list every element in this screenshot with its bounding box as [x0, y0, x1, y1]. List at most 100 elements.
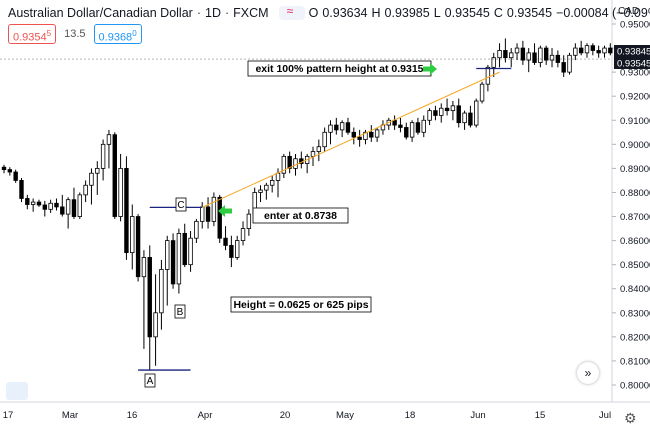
candle-body: [100, 143, 106, 169]
callout-box: [230, 296, 372, 313]
candle-body: [363, 131, 368, 140]
gear-icon[interactable]: ⚙: [624, 410, 637, 426]
candle-body: [112, 134, 117, 217]
candle-body: [520, 47, 526, 61]
x-tick-label: 20: [280, 410, 291, 421]
candle-body: [567, 54, 572, 73]
point-label: A: [147, 376, 154, 387]
point-label: B: [177, 307, 184, 318]
buy-button[interactable]: 0.93680: [93, 24, 142, 44]
candle-body: [439, 107, 444, 116]
candle-body: [602, 47, 607, 54]
x-tick-label: Mar: [62, 410, 78, 421]
candle-body: [532, 52, 537, 63]
candle-body: [19, 180, 24, 199]
high-label: H: [371, 6, 381, 20]
candle-body: [584, 45, 590, 54]
tradingview-logo-icon[interactable]: [6, 382, 28, 400]
candle-body: [153, 312, 158, 338]
candle-body: [30, 201, 36, 205]
projection-line: [202, 71, 500, 208]
x-tick-label: 15: [535, 410, 546, 421]
low-value: 0.93545: [444, 6, 490, 20]
candle-body: [13, 171, 18, 181]
x-tick-label: 18: [405, 410, 416, 421]
candle-body: [369, 131, 374, 138]
candle-body: [176, 232, 182, 285]
low-label: L: [433, 6, 441, 20]
candle-body: [194, 220, 199, 239]
callout-text: Height = 0.0625 or 625 pips: [233, 299, 368, 311]
candle-body: [433, 110, 438, 116]
candle-body: [415, 122, 421, 133]
candle-body: [351, 131, 356, 138]
candle-body: [491, 57, 496, 68]
candle-body: [596, 50, 601, 54]
candle-body: [1, 166, 7, 171]
candle-body: [170, 240, 176, 285]
candle-body: [345, 122, 351, 133]
candle-body: [409, 122, 415, 138]
scroll-to-realtime-icon[interactable]: »: [577, 362, 599, 384]
candle-body: [48, 202, 53, 210]
candle-body: [543, 47, 549, 61]
candle-body: [509, 52, 514, 59]
candle-body: [141, 257, 147, 278]
candle-body: [258, 189, 263, 193]
symbol-name[interactable]: Australian Dollar/Canadian Dollar: [8, 6, 193, 20]
candle-body: [573, 47, 578, 56]
candle-body: [328, 124, 333, 133]
candle-body: [590, 45, 596, 51]
candle-body: [200, 206, 205, 222]
point-label: C: [177, 200, 184, 211]
y-tick-label: 0.80000: [620, 381, 650, 392]
candle-body: [503, 50, 508, 59]
high-value: 0.93985: [384, 6, 430, 20]
candle-body: [165, 240, 170, 270]
price-label: 0.93845: [617, 47, 650, 58]
candle-body: [474, 100, 479, 126]
candle-body: [42, 204, 48, 210]
candle-body: [147, 257, 152, 338]
close-label: C: [493, 6, 503, 20]
candle-body: [549, 54, 555, 61]
candle-body: [398, 124, 403, 128]
sell-button[interactable]: 0.93545: [8, 24, 57, 44]
price-label-box: [614, 45, 650, 57]
interval-label[interactable]: 1D: [205, 6, 221, 20]
enter-arrow-icon: [218, 205, 232, 217]
candle-body: [135, 216, 141, 278]
x-tick-label: Apr: [198, 410, 213, 421]
callout-text: enter at 0.8738: [264, 210, 337, 222]
data-source: FXCM: [233, 6, 269, 20]
candle-body: [118, 167, 123, 217]
x-tick-label: 16: [127, 410, 138, 421]
candle-body: [54, 202, 59, 208]
candle-body: [322, 131, 327, 148]
candle-body: [188, 237, 193, 266]
point-label-box: [144, 373, 156, 388]
compare-icon[interactable]: [278, 4, 305, 20]
candle-body: [205, 206, 211, 222]
candle-body: [83, 184, 88, 196]
open-value: 0.93634: [322, 6, 368, 20]
callout-text: exit 100% pattern height at 0.9315: [255, 63, 423, 75]
candle-body: [514, 47, 520, 54]
candle-body: [89, 172, 94, 186]
x-tick-label: Jun: [470, 410, 485, 421]
candle-body: [462, 112, 467, 124]
callout-box: [252, 207, 349, 224]
candle-body: [538, 47, 543, 63]
candle-body: [223, 237, 228, 246]
candle-body: [608, 47, 613, 54]
candle-body: [211, 196, 217, 222]
candle-body: [450, 105, 456, 112]
candle-body: [468, 112, 473, 126]
